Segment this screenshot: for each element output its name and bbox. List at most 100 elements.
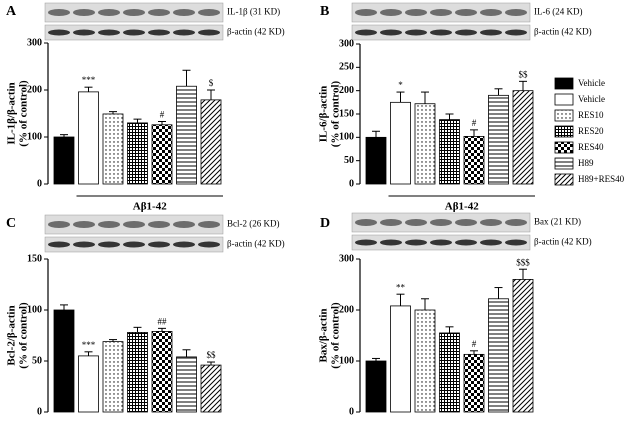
blot-band <box>405 9 427 16</box>
y-tick-label: 50 <box>32 355 42 366</box>
y-tick-label: 0 <box>37 178 42 189</box>
blot-band <box>48 29 70 36</box>
bar <box>102 341 124 413</box>
legend-swatch <box>554 77 574 90</box>
group-label: Aβ1-42 <box>133 201 167 213</box>
legend-swatch <box>554 141 574 154</box>
panel-letter: C <box>6 216 16 231</box>
blot-band <box>48 9 70 16</box>
y-axis-label: (% of control) <box>330 302 342 369</box>
blot-label: β-actin (42 KD) <box>534 27 592 37</box>
blot-band <box>48 221 70 228</box>
y-tick-label: 0 <box>349 178 354 189</box>
blot-label: Bcl-2 (26 KD) <box>227 219 280 229</box>
bar <box>176 85 197 185</box>
bar <box>200 99 222 185</box>
legend-swatch <box>554 125 574 138</box>
blot-band <box>173 241 195 248</box>
legend-label: Vehicle <box>578 94 605 104</box>
bar <box>53 136 75 185</box>
annotation: # <box>160 110 165 120</box>
blot-label: β-actin (42 KD) <box>534 237 592 247</box>
panel-letter: B <box>320 4 329 19</box>
legend-label: H89 <box>578 158 594 168</box>
bar <box>439 119 460 185</box>
bar <box>463 353 485 413</box>
blot-band <box>73 241 95 248</box>
y-tick-label: 300 <box>339 253 354 264</box>
annotation: # <box>472 339 477 349</box>
blot-band <box>173 221 195 228</box>
blot-band <box>405 239 427 246</box>
bar <box>102 113 124 185</box>
blot-band <box>455 29 477 36</box>
blot-band <box>455 219 477 226</box>
legend-label: RES40 <box>578 142 604 152</box>
y-axis-label: IL-6/β-actin <box>318 86 330 143</box>
blot-band <box>430 219 452 226</box>
blot-band <box>73 221 95 228</box>
bar <box>414 103 436 185</box>
blot-band <box>148 9 170 16</box>
blot-band <box>173 9 195 16</box>
blot-band <box>148 29 170 36</box>
y-axis-label: IL-1β/β-actin <box>6 82 18 144</box>
blot-band <box>98 9 120 16</box>
y-tick-label: 150 <box>339 108 354 119</box>
blot-band <box>123 241 145 248</box>
blot-band <box>123 9 145 16</box>
blot-band <box>480 29 502 36</box>
y-tick-label: 100 <box>27 304 42 315</box>
bar <box>78 355 99 413</box>
blot-band <box>430 9 452 16</box>
bar <box>151 331 173 413</box>
bar <box>127 332 148 413</box>
blot-label: β-actin (42 KD) <box>227 239 285 249</box>
blot-band <box>405 219 427 226</box>
y-tick-label: 100 <box>339 132 354 143</box>
blot-band <box>480 9 502 16</box>
blot-band <box>355 239 377 246</box>
y-tick-label: 150 <box>27 253 42 264</box>
blot-band <box>198 9 220 16</box>
bar <box>127 122 148 185</box>
y-tick-label: 50 <box>344 155 354 166</box>
blot-band <box>380 219 402 226</box>
annotation: $$ <box>207 350 217 360</box>
blot-band <box>123 29 145 36</box>
blot-band <box>198 221 220 228</box>
bar <box>439 332 460 413</box>
legend-swatch <box>554 93 574 106</box>
blot-band <box>480 239 502 246</box>
y-tick-label: 250 <box>339 62 354 73</box>
annotation: ** <box>396 282 406 292</box>
annotation: $$$ <box>516 257 530 267</box>
blot-band <box>198 29 220 36</box>
y-tick-label: 200 <box>27 84 42 95</box>
blot-band <box>198 241 220 248</box>
blot-band <box>48 241 70 248</box>
blot-band <box>98 29 120 36</box>
bar <box>365 136 387 185</box>
blot-band <box>505 219 527 226</box>
annotation: # <box>472 118 477 128</box>
blot-band <box>148 241 170 248</box>
blot-band <box>355 9 377 16</box>
annotation: $ <box>209 78 214 88</box>
blot-band <box>380 239 402 246</box>
y-axis-label: Bcl-2/β-actin <box>6 305 18 365</box>
y-tick-label: 200 <box>339 304 354 315</box>
annotation: *** <box>82 75 96 85</box>
blot-band <box>430 29 452 36</box>
bar <box>463 135 485 185</box>
blot-band <box>355 219 377 226</box>
blot-band <box>405 29 427 36</box>
y-tick-label: 0 <box>37 406 42 417</box>
y-tick-label: 200 <box>339 85 354 96</box>
blot-band <box>505 239 527 246</box>
blot-label: IL-1β (31 KD) <box>227 7 280 17</box>
blot-band <box>380 9 402 16</box>
blot-band <box>98 241 120 248</box>
bar <box>53 309 75 413</box>
legend-label: RES10 <box>578 110 604 120</box>
